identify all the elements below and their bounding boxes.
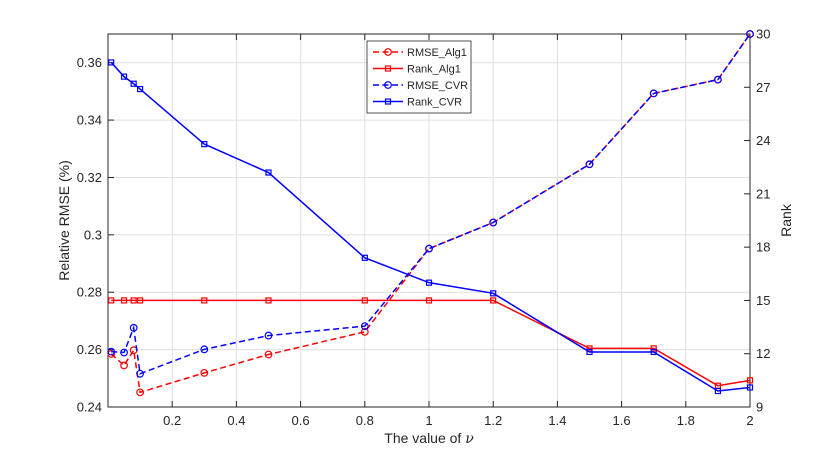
data-point	[136, 388, 145, 397]
legend: RMSE_Alg1 Rank_Alg1 RMSE_CVR Rank_CVR	[366, 40, 472, 114]
x-tick-label: 2	[746, 413, 753, 428]
y-axis-left: 0.24 0.26 0.28 0.3 0.32 0.34 0.36	[77, 55, 114, 415]
data-point	[201, 297, 208, 304]
data-point	[361, 254, 368, 261]
data-point	[120, 348, 128, 357]
y-left-tick-label: 0.32	[77, 170, 102, 185]
data-point	[586, 345, 593, 352]
series-rmse-cvr	[107, 30, 754, 378]
data-point	[107, 347, 116, 356]
data-point	[200, 345, 209, 354]
y-right-tick-label: 18	[756, 240, 770, 255]
legend-item: Rank_CVR	[373, 97, 462, 109]
legend-swatch-marker	[384, 65, 392, 72]
series-layer	[107, 30, 754, 397]
series-rank-alg1	[108, 297, 754, 389]
data-point	[108, 297, 115, 304]
y-axis-left-label: Relative RMSE (%)	[56, 160, 72, 281]
y-left-tick-label: 0.34	[77, 113, 102, 128]
data-point	[490, 290, 497, 297]
legend-label: RMSE_Alg1	[407, 47, 467, 59]
y-right-tick-label: 21	[756, 186, 770, 201]
x-axis: 0.2 0.4 0.6 0.8 1 1.2 1.4 1.6 1.8 2	[163, 34, 754, 428]
y-left-tick-label: 0.24	[77, 400, 102, 415]
data-point	[264, 350, 273, 359]
data-point	[361, 297, 368, 304]
data-point	[489, 218, 498, 227]
data-point	[714, 75, 722, 84]
y-right-tick-label: 30	[756, 27, 770, 42]
x-tick-label: 0.8	[356, 413, 374, 428]
x-axis-label-symbol: ν	[465, 431, 474, 447]
data-point	[120, 297, 128, 304]
data-point	[265, 297, 272, 304]
data-point	[649, 89, 658, 98]
y-right-tick-label: 15	[756, 293, 770, 308]
y-right-tick-label: 24	[756, 133, 770, 148]
legend-label: Rank_CVR	[407, 97, 462, 109]
series-line	[110, 61, 751, 392]
x-tick-label: 0.2	[163, 413, 181, 428]
x-tick-label: 1.4	[548, 413, 566, 428]
data-point	[586, 348, 593, 356]
legend-item: RMSE_CVR	[373, 80, 468, 92]
y-right-tick-label: 9	[756, 400, 763, 415]
data-point	[265, 169, 272, 176]
data-point	[107, 350, 116, 358]
x-tick-label: 0.6	[292, 413, 310, 428]
y-right-tick-label: 27	[756, 80, 770, 95]
y-axis-right-label: Rank	[778, 203, 794, 237]
data-point	[585, 160, 594, 169]
legend-swatch-marker	[384, 48, 392, 56]
data-point	[425, 297, 433, 304]
legend-swatch-marker	[384, 81, 392, 89]
data-point	[360, 322, 369, 330]
x-tick-label: 0.4	[227, 413, 245, 428]
data-point	[130, 80, 137, 87]
legend-item: RMSE_Alg1	[373, 47, 467, 59]
legend-item: Rank_Alg1	[373, 64, 461, 76]
data-point	[714, 387, 722, 395]
y-axis-right: 9 12 15 18 21 24 27 30	[744, 27, 770, 415]
data-point	[650, 348, 657, 356]
x-tick-label: 1.6	[613, 413, 631, 428]
data-point	[120, 73, 128, 80]
series-line	[111, 299, 751, 387]
data-point	[650, 345, 657, 352]
data-point	[120, 361, 128, 370]
data-point	[136, 369, 145, 378]
legend-label: Rank_Alg1	[407, 64, 461, 76]
legend-swatch-marker	[384, 98, 392, 105]
data-point	[137, 85, 144, 93]
data-point	[746, 377, 754, 384]
data-point	[200, 368, 209, 377]
data-point	[108, 59, 115, 66]
y-left-tick-label: 0.26	[77, 342, 102, 357]
y-left-tick-label: 0.28	[77, 285, 102, 300]
data-point	[425, 244, 433, 253]
data-point	[130, 297, 137, 304]
data-point	[360, 327, 369, 336]
data-point	[746, 384, 754, 391]
data-point	[137, 297, 144, 304]
y-left-tick-label: 0.36	[77, 55, 102, 70]
data-point	[264, 331, 273, 340]
data-point	[201, 141, 208, 148]
series-rank-cvr	[108, 59, 754, 395]
x-axis-label-text: The value of	[384, 430, 465, 446]
data-point	[425, 279, 433, 286]
data-point	[129, 323, 138, 332]
x-tick-label: 1	[425, 413, 432, 428]
legend-label: RMSE_CVR	[407, 80, 468, 92]
data-point	[490, 297, 497, 304]
data-point	[746, 30, 754, 38]
x-axis-label: The value of ν	[384, 430, 474, 447]
series-line	[111, 33, 751, 375]
x-tick-label: 1.2	[484, 413, 502, 428]
y-left-tick-label: 0.3	[84, 227, 102, 242]
x-tick-label: 1.8	[677, 413, 695, 428]
y-right-tick-label: 12	[756, 346, 770, 361]
